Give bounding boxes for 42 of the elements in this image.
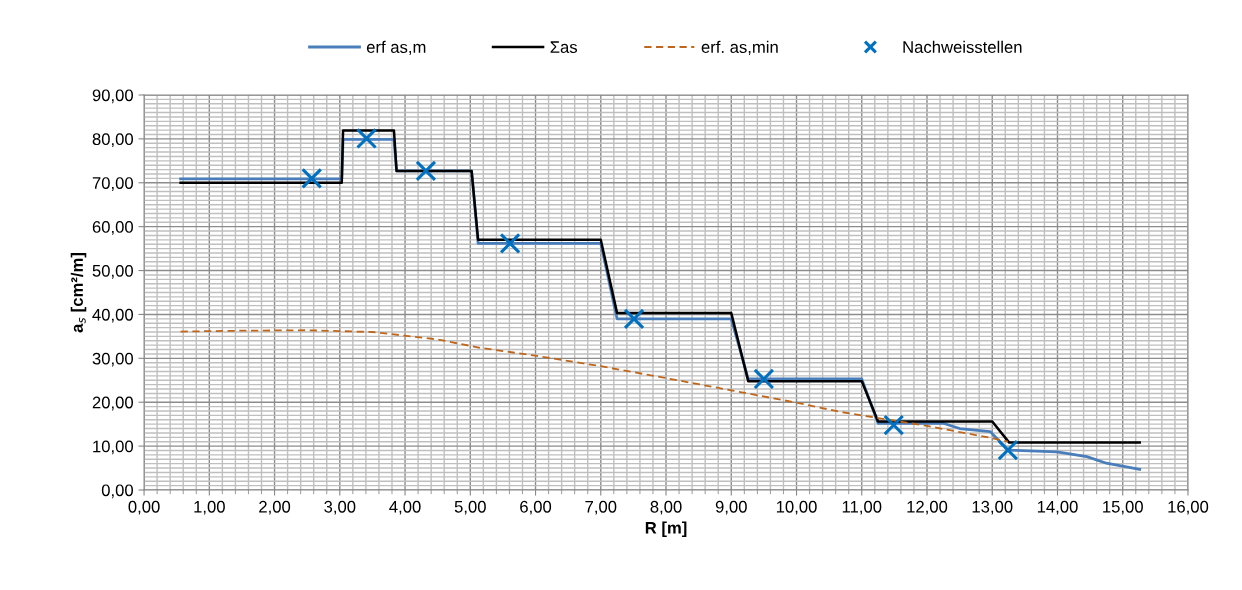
y-tick-label: 80,00 — [92, 133, 134, 148]
x-tick-label: 3,00 — [324, 500, 356, 515]
x-tick-label: 10,00 — [776, 500, 817, 515]
y-tick-label: 30,00 — [92, 352, 134, 367]
y-tick-label: 10,00 — [93, 440, 134, 455]
y-tick-label: 0,00 — [101, 484, 134, 499]
legend-label: erf. as,min — [701, 40, 778, 55]
x-tick-label: 12,00 — [907, 500, 948, 515]
y-tick-label: 50,00 — [92, 264, 134, 279]
x-tick-label: 0,00 — [128, 500, 160, 515]
x-tick-label: 8,00 — [650, 500, 682, 515]
legend-label: Nachweisstellen — [903, 40, 1022, 53]
y-tick-label: 60,00 — [92, 221, 134, 235]
x-tick-label: 9,00 — [715, 500, 747, 515]
legend-label: Σas — [550, 41, 578, 53]
point — [301, 167, 323, 189]
point — [997, 439, 1019, 461]
legend-label: erf as,m — [366, 40, 426, 55]
x-axis-title: R [m] — [645, 521, 687, 538]
point — [415, 160, 437, 182]
x-tick-label: 2,00 — [259, 500, 291, 515]
x-tick-label: 11,00 — [842, 500, 882, 515]
x-tick-label: 4,00 — [389, 500, 421, 515]
point — [499, 232, 521, 254]
y-tick-label: 20,00 — [92, 396, 134, 411]
y-tick-label: 40,00 — [92, 308, 134, 323]
x-tick-label: 1,00 — [194, 500, 225, 515]
y-axis-title: a$_{s}$ [cm²/m] — [70, 253, 87, 333]
x-tick-label: 15,00 — [1103, 500, 1143, 515]
line-series — [179, 329, 1009, 443]
point — [356, 127, 378, 149]
x-tick-label: 14,00 — [1037, 500, 1078, 515]
x-tick-label: 13,00 — [972, 500, 1013, 515]
point — [753, 368, 775, 390]
x-tick-label: 16,00 — [1168, 500, 1209, 515]
point — [623, 308, 645, 330]
x-tick-label: 7,00 — [585, 500, 617, 515]
point — [883, 414, 905, 436]
y-tick-label: 90,00 — [92, 89, 134, 104]
y-tick-label: 70,00 — [92, 177, 134, 191]
x-tick-label: 5,00 — [454, 500, 486, 515]
x-tick-label: 6,00 — [520, 500, 552, 515]
